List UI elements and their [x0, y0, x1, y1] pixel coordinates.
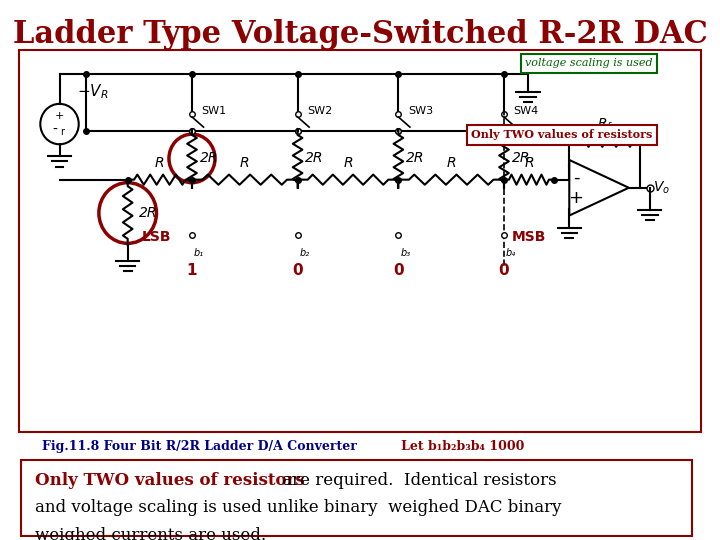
- Text: b₁: b₁: [194, 248, 204, 258]
- Text: R: R: [524, 156, 534, 170]
- Text: and voltage scaling is used unlike binary  weighed DAC binary: and voltage scaling is used unlike binar…: [35, 499, 562, 516]
- Text: 2R: 2R: [199, 151, 218, 165]
- Text: SW1: SW1: [202, 106, 227, 116]
- Text: -: -: [53, 123, 57, 137]
- Text: 0: 0: [393, 262, 404, 278]
- Text: b₃: b₃: [400, 248, 410, 258]
- Text: Fig.11.8 Four Bit R/2R Ladder D/A Converter: Fig.11.8 Four Bit R/2R Ladder D/A Conver…: [42, 440, 357, 453]
- Text: voltage scaling is used: voltage scaling is used: [525, 58, 653, 69]
- Text: 0: 0: [292, 262, 303, 278]
- Text: LSB: LSB: [141, 230, 171, 244]
- Text: Ladder Type Voltage-Switched R-2R DAC: Ladder Type Voltage-Switched R-2R DAC: [12, 19, 708, 50]
- Text: $V_o$: $V_o$: [653, 179, 670, 196]
- Text: Let b₁b₂b₃b₄ 1000: Let b₁b₂b₃b₄ 1000: [387, 440, 524, 453]
- Text: weighed currents are used.: weighed currents are used.: [35, 527, 266, 540]
- Text: 1: 1: [186, 262, 197, 278]
- Text: Only TWO values of resistors: Only TWO values of resistors: [35, 472, 305, 489]
- Text: 2R: 2R: [512, 151, 530, 165]
- Text: 0: 0: [499, 262, 509, 278]
- Text: b₂: b₂: [300, 248, 310, 258]
- Text: R: R: [155, 156, 165, 170]
- Text: -: -: [572, 168, 580, 187]
- Text: R: R: [240, 156, 250, 170]
- Text: 2R: 2R: [406, 151, 425, 165]
- Text: SW2: SW2: [307, 106, 333, 116]
- Text: SW4: SW4: [513, 106, 539, 116]
- Text: $R_f$: $R_f$: [597, 116, 613, 133]
- Text: MSB: MSB: [512, 230, 546, 244]
- Text: 2R: 2R: [139, 206, 158, 220]
- Text: Only TWO values of resistors: Only TWO values of resistors: [472, 129, 653, 140]
- FancyBboxPatch shape: [22, 460, 692, 536]
- Text: are required.  Identical resistors: are required. Identical resistors: [277, 472, 557, 489]
- Text: r: r: [60, 127, 64, 137]
- Text: b₄: b₄: [506, 248, 516, 258]
- Text: $-V_R$: $-V_R$: [77, 83, 109, 101]
- FancyBboxPatch shape: [19, 50, 701, 433]
- Text: +: +: [55, 111, 64, 121]
- Text: SW3: SW3: [408, 106, 433, 116]
- Text: R: R: [343, 156, 353, 170]
- Text: R: R: [446, 156, 456, 170]
- Text: 2R: 2R: [305, 151, 324, 165]
- Text: +: +: [569, 189, 583, 207]
